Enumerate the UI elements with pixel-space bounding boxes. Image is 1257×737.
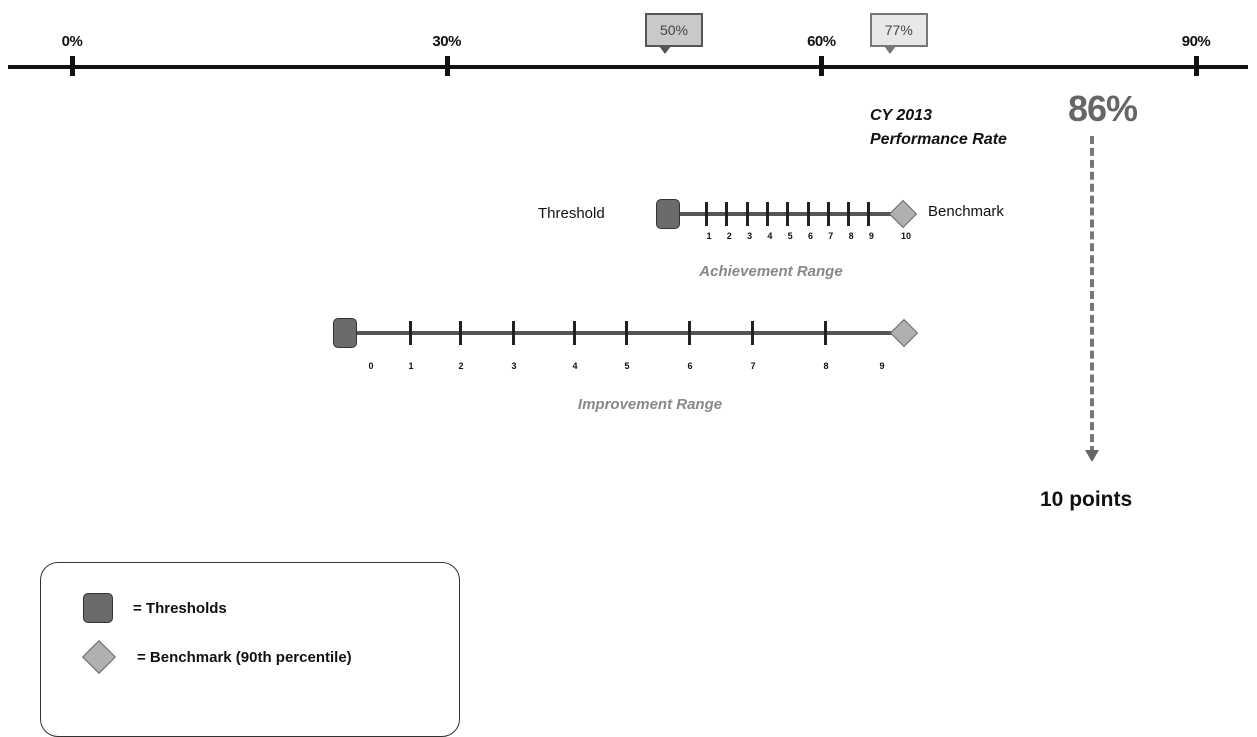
achievement-point-label: 9 bbox=[868, 231, 874, 241]
achievement-range-title: Achievement Range bbox=[699, 263, 843, 280]
improvement-point-label: 1 bbox=[408, 361, 414, 371]
improvement-point-label: 5 bbox=[624, 361, 630, 371]
achievement-point-label: 8 bbox=[848, 231, 854, 241]
dashed-arrow-line bbox=[1090, 136, 1094, 454]
improvement-tick bbox=[573, 321, 576, 345]
achievement-range-line bbox=[670, 212, 902, 216]
legend-box: = Thresholds = Benchmark (90th percentil… bbox=[40, 562, 460, 737]
points-result: 10 points bbox=[1040, 488, 1133, 511]
achievement-threshold-marker bbox=[656, 199, 680, 229]
improvement-point-label: 6 bbox=[687, 361, 693, 371]
achievement-point-label: 6 bbox=[807, 231, 814, 241]
improvement-point-label: 0 bbox=[368, 361, 374, 371]
improvement-tick bbox=[688, 321, 691, 345]
improvement-point-label: 7 bbox=[750, 361, 756, 371]
improvement-threshold-marker bbox=[333, 318, 357, 348]
threshold-square-icon bbox=[83, 593, 113, 623]
legend-benchmark-text: = Benchmark (90th percentile) bbox=[137, 649, 352, 666]
achievement-point-label: 7 bbox=[828, 231, 834, 241]
improvement-tick bbox=[409, 321, 412, 345]
arrow-down-icon bbox=[1085, 450, 1099, 462]
improvement-tick bbox=[459, 321, 462, 345]
improvement-tick bbox=[512, 321, 515, 345]
percentile-callout: 77% bbox=[869, 13, 928, 54]
achievement-point-label: 2 bbox=[726, 231, 732, 241]
achievement-benchmark-marker bbox=[888, 199, 918, 229]
improvement-point-label: 9 bbox=[879, 361, 885, 371]
achievement-tick bbox=[806, 202, 810, 226]
percentile-callout: 50% bbox=[644, 13, 703, 54]
improvement-tick bbox=[625, 321, 628, 345]
threshold-label: Threshold bbox=[538, 205, 605, 222]
axis-tick-mark bbox=[70, 56, 75, 76]
improvement-point-label: 4 bbox=[572, 361, 578, 371]
achievement-tick bbox=[725, 202, 729, 226]
scoring-diagram: 0% 30% 60% 90% 50% 77% CY 2013 Performance R… bbox=[8, 13, 1248, 737]
performance-rate-value: 86% bbox=[1068, 88, 1138, 129]
achievement-point-label: 10 bbox=[900, 231, 912, 241]
benchmark-diamond-icon bbox=[82, 640, 116, 674]
achievement-tick bbox=[847, 202, 851, 226]
achievement-point-label: 1 bbox=[706, 231, 712, 241]
percentage-axis-line bbox=[8, 65, 1248, 69]
achievement-tick bbox=[745, 202, 749, 226]
axis-tick-mark bbox=[819, 56, 825, 76]
benchmark-label: Benchmark bbox=[928, 203, 1004, 220]
improvement-point-label: 3 bbox=[511, 361, 517, 371]
improvement-tick bbox=[824, 321, 827, 345]
achievement-point-label: 5 bbox=[787, 231, 793, 241]
improvement-range-title: Improvement Range bbox=[577, 396, 723, 413]
axis-tick-label: 60% bbox=[807, 33, 836, 50]
improvement-tick bbox=[751, 321, 754, 345]
achievement-point-label: 3 bbox=[747, 231, 753, 241]
improvement-benchmark-marker bbox=[889, 318, 919, 348]
improvement-point-label: 8 bbox=[823, 361, 829, 371]
axis-tick-label: 90% bbox=[1181, 33, 1211, 50]
axis-tick-mark bbox=[444, 56, 450, 76]
axis-tick-label: 30% bbox=[432, 33, 461, 50]
achievement-tick bbox=[826, 202, 830, 226]
achievement-tick bbox=[867, 202, 871, 226]
performance-year-text: CY 2013 bbox=[870, 107, 932, 124]
performance-rate-text: Performance Rate bbox=[870, 131, 1007, 148]
axis-tick-mark bbox=[1194, 56, 1199, 76]
achievement-tick bbox=[786, 202, 790, 226]
achievement-tick bbox=[705, 202, 708, 226]
improvement-point-label: 2 bbox=[458, 361, 464, 371]
achievement-tick bbox=[765, 202, 769, 226]
performance-rate-label: CY 2013 Performance Rate bbox=[870, 104, 1007, 152]
axis-tick-label: 0% bbox=[61, 33, 83, 50]
legend-threshold-text: = Thresholds bbox=[133, 600, 227, 617]
achievement-point-label: 4 bbox=[767, 231, 773, 241]
